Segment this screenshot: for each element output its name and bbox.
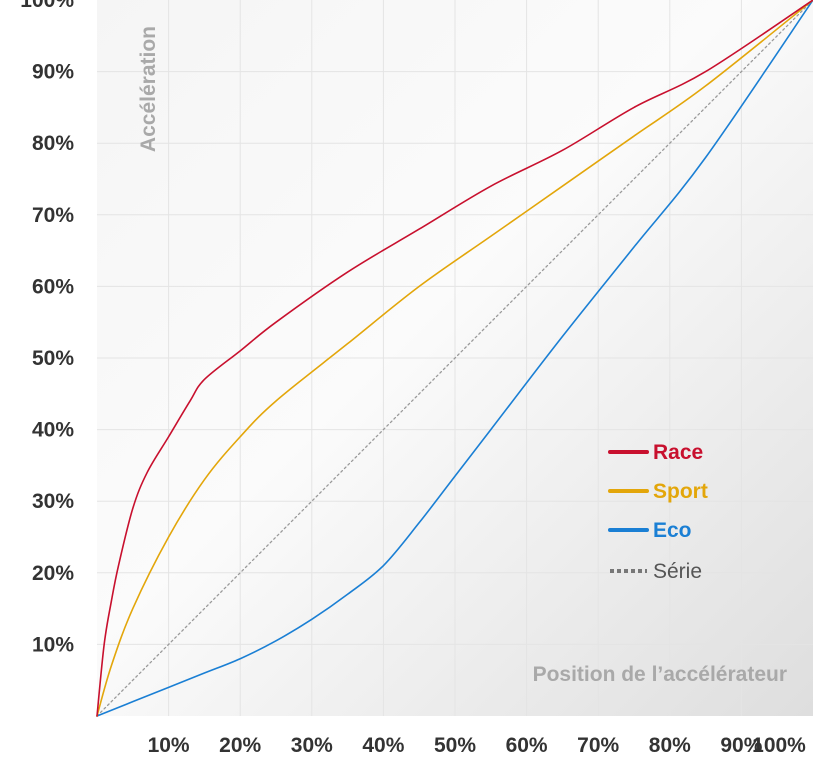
x-tick-label: 20%	[219, 734, 261, 757]
y-tick-label: 60%	[32, 275, 74, 298]
x-tick-label: 30%	[291, 734, 333, 757]
y-tick-label: 30%	[32, 490, 74, 513]
legend-label-sport: Sport	[653, 480, 708, 503]
series-line-race	[96, 0, 813, 717]
y-tick-label: 10%	[32, 633, 74, 656]
y-tick-label: 90%	[32, 61, 74, 84]
y-tick-label: 40%	[32, 419, 74, 442]
x-axis-title: Position de l’accélérateur	[533, 663, 787, 686]
x-tick-label: 80%	[649, 734, 691, 757]
x-tick-label: 60%	[506, 734, 548, 757]
y-tick-label: 50%	[32, 347, 74, 370]
y-tick-label: 70%	[32, 204, 74, 227]
y-tick-label: 20%	[32, 562, 74, 585]
x-tick-label: 50%	[434, 734, 476, 757]
x-tick-label: 100%	[752, 734, 806, 757]
x-tick-labels: 10% 20% 30% 40% 50% 60% 70% 80% 90%100%	[148, 734, 807, 757]
x-tick-label: 10%	[148, 734, 190, 757]
series-line-eco	[96, 0, 813, 717]
y-tick-label: 100%	[20, 0, 74, 12]
x-tick-label: 90%	[720, 734, 762, 757]
x-tick-label: 40%	[362, 734, 404, 757]
legend-label-eco: Eco	[653, 519, 692, 542]
legend: Race Sport Eco Série	[608, 441, 708, 583]
y-tick-labels: 10% 20% 30% 40% 50% 60% 70% 80% 90% 100%	[20, 0, 74, 656]
legend-label-srie: Série	[653, 560, 702, 583]
series-line-sport	[96, 0, 813, 717]
legend-label-race: Race	[653, 441, 703, 464]
series-line-srie	[96, 0, 813, 717]
series-group	[96, 0, 813, 717]
y-axis-title: Accélération	[137, 26, 160, 152]
x-tick-label: 70%	[577, 734, 619, 757]
y-tick-label: 80%	[32, 132, 74, 155]
